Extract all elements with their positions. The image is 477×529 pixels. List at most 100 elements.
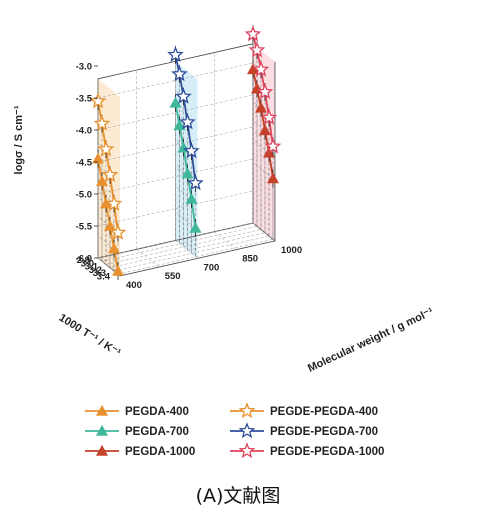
- z-tick-label: 850: [242, 254, 258, 265]
- data-point: [254, 101, 268, 113]
- x-tick-label: 3.3: [93, 268, 106, 279]
- series-pegda-700: [169, 93, 202, 237]
- z-axis-label: Molecular weight / g mol⁻¹: [306, 306, 436, 375]
- x-tick-label: 3.1: [85, 262, 99, 273]
- grid-line: [97, 94, 254, 131]
- series-pegde-pegda-1000: [244, 25, 282, 156]
- grid-line: [214, 231, 237, 250]
- data-point: [167, 46, 184, 63]
- legend-label: PEGDA-1000: [125, 446, 195, 458]
- x-tick-label: 3.0: [81, 258, 94, 269]
- legend-marker: [238, 402, 256, 419]
- data-point: [93, 114, 111, 131]
- data-point: [103, 219, 117, 231]
- drop-line: [252, 162, 274, 179]
- data-series: [89, 25, 282, 281]
- legend-marker: [95, 424, 109, 436]
- data-point: [179, 113, 196, 130]
- data-point: [183, 142, 200, 159]
- data-point: [181, 167, 194, 179]
- series-pegda-1000: [246, 60, 280, 188]
- legend: PEGDA-400 PEGDE-PEGDA-400 PEGDA-700 PEGDE-P…: [85, 402, 384, 459]
- data-point: [101, 166, 119, 183]
- data-point: [171, 65, 188, 82]
- grid-line: [97, 190, 254, 227]
- data-point: [252, 60, 270, 77]
- data-point: [107, 242, 121, 254]
- data-point: [256, 83, 274, 99]
- drop-line: [252, 130, 274, 147]
- z-tick-label: 400: [126, 280, 142, 291]
- y-tick-label: -4.5: [76, 158, 93, 169]
- grid-line: [136, 249, 159, 268]
- y-tick-label: -6.0: [76, 254, 92, 265]
- legend-marker: [238, 422, 256, 439]
- data-point: [95, 175, 109, 186]
- grid-line: [109, 232, 266, 268]
- data-point: [97, 140, 115, 157]
- figure-caption: (A)文献图: [196, 485, 281, 507]
- data-point: [248, 41, 266, 58]
- y-axis-label: logσ / S cm⁻¹: [13, 105, 25, 174]
- data-point: [266, 172, 280, 184]
- drop-line: [175, 211, 196, 229]
- legend-item: PEGDE-PEGDA-700: [230, 422, 378, 439]
- data-point: [264, 137, 282, 154]
- series-pegde-pegda-400: [89, 92, 127, 242]
- data-point: [185, 192, 198, 204]
- grid-line: [105, 229, 262, 265]
- legend-label: PEGDE-PEGDA-400: [270, 406, 378, 418]
- x-axis-label: 1000 T⁻¹ / K⁻¹: [57, 312, 123, 360]
- series-pegda-400: [91, 149, 125, 281]
- data-point: [111, 264, 125, 276]
- legend-label: PEGDE-PEGDA-1000: [270, 446, 384, 458]
- x-tick-label: 3.2: [89, 265, 102, 276]
- legend-marker: [95, 444, 109, 456]
- data-point: [105, 195, 123, 211]
- data-point: [189, 221, 202, 233]
- legend-label: PEGDA-400: [125, 406, 189, 418]
- grid-line: [97, 126, 254, 163]
- grid-line: [97, 222, 254, 259]
- data-point: [175, 87, 192, 104]
- legend-marker: [95, 404, 109, 416]
- y-tick-label: -3.5: [76, 94, 93, 105]
- data-point: [260, 108, 278, 125]
- data-point: [169, 96, 182, 108]
- grid-line: [97, 158, 254, 195]
- legend-item: PEGDE-PEGDA-1000: [230, 442, 384, 459]
- y-tick-label: -3.0: [76, 62, 92, 73]
- data-point: [187, 174, 204, 191]
- legend-item: PEGDE-PEGDA-400: [230, 402, 378, 419]
- grid-line: [117, 239, 274, 275]
- z-tick-label: 700: [203, 262, 219, 273]
- data-point: [258, 124, 272, 136]
- legend-item: PEGDA-400: [85, 404, 189, 418]
- z-tick-label: 1000: [281, 245, 302, 256]
- y-tick-label: -5.0: [76, 190, 92, 201]
- series-pegde-pegda-700: [167, 45, 204, 193]
- grid-line: [97, 62, 254, 99]
- grid-line: [113, 235, 270, 272]
- legend-marker: [238, 442, 256, 459]
- legend-label: PEGDA-700: [125, 426, 189, 438]
- grid-line: [101, 226, 258, 262]
- x-tick-label: 2.9: [77, 255, 90, 266]
- drop-line: [97, 254, 119, 272]
- legend-item: PEGDA-1000: [85, 444, 195, 458]
- data-point: [89, 92, 107, 109]
- x-tick-label: 3.4: [97, 271, 111, 282]
- data-point: [109, 223, 127, 240]
- legend-item: PEGDA-700: [85, 424, 189, 438]
- z-tick-label: 550: [165, 271, 181, 282]
- data-point: [173, 119, 186, 131]
- data-point: [244, 25, 262, 42]
- y-tick-label: -5.5: [76, 222, 93, 233]
- y-tick-label: -4.0: [76, 126, 92, 137]
- axis-ticks: -3.0 -3.5 -4.0 -4.5 -5.0 -5.5 -6.02.93.03.13.2…: [76, 62, 302, 291]
- legend-label: PEGDE-PEGDA-700: [270, 426, 378, 438]
- grid-lines: [97, 43, 276, 277]
- plot-background: [98, 43, 275, 276]
- data-point: [91, 152, 105, 164]
